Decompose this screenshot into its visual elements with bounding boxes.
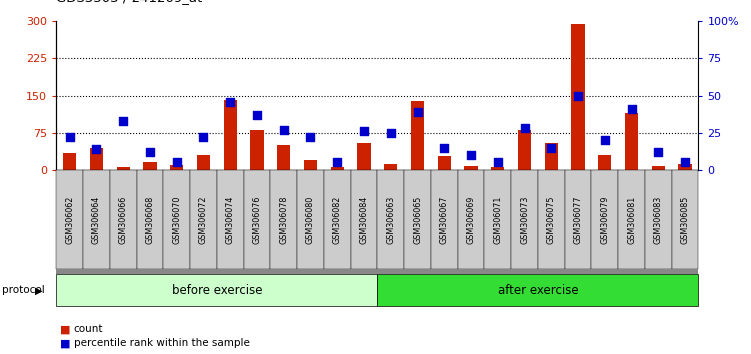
Bar — [625, 113, 638, 170]
Text: GSM306072: GSM306072 — [199, 195, 208, 244]
Bar — [304, 160, 317, 170]
Text: protocol: protocol — [2, 285, 45, 295]
Bar — [116, 167, 130, 170]
Text: GSM306074: GSM306074 — [226, 195, 235, 244]
Text: GSM306084: GSM306084 — [360, 195, 369, 244]
Point — [599, 137, 611, 143]
Point — [385, 130, 397, 136]
Bar — [544, 143, 558, 170]
Point — [439, 145, 451, 150]
Bar — [224, 99, 237, 170]
Point — [412, 109, 424, 115]
Text: after exercise: after exercise — [498, 284, 578, 297]
Point — [251, 112, 263, 118]
Text: GSM306063: GSM306063 — [386, 195, 395, 244]
Text: GSM306070: GSM306070 — [172, 195, 181, 244]
Text: GSM306081: GSM306081 — [627, 195, 636, 244]
Point — [304, 135, 316, 140]
Bar — [598, 155, 611, 170]
Text: GSM306079: GSM306079 — [600, 195, 609, 244]
Bar — [143, 162, 157, 170]
Point — [653, 149, 665, 155]
Text: GSM306083: GSM306083 — [654, 195, 663, 244]
Point — [679, 160, 691, 165]
Bar — [250, 130, 264, 170]
Bar — [652, 166, 665, 170]
Text: percentile rank within the sample: percentile rank within the sample — [74, 338, 249, 348]
Bar — [277, 145, 291, 170]
Point — [198, 135, 210, 140]
Bar — [411, 101, 424, 170]
Point — [144, 149, 156, 155]
Text: GSM306067: GSM306067 — [440, 195, 449, 244]
Text: GSM306080: GSM306080 — [306, 195, 315, 244]
Text: ■: ■ — [60, 338, 71, 348]
Text: GSM306075: GSM306075 — [547, 195, 556, 244]
Point — [225, 99, 237, 104]
Text: ▶: ▶ — [35, 285, 43, 295]
Bar — [438, 156, 451, 170]
Point — [518, 125, 530, 131]
Bar — [170, 165, 183, 170]
Bar — [678, 164, 692, 170]
Text: GSM306064: GSM306064 — [92, 195, 101, 244]
Text: GSM306073: GSM306073 — [520, 195, 529, 244]
Text: count: count — [74, 324, 103, 334]
Text: GDS3503 / 241209_at: GDS3503 / 241209_at — [56, 0, 203, 4]
Point — [358, 129, 370, 134]
Bar — [197, 155, 210, 170]
Text: GSM306066: GSM306066 — [119, 195, 128, 244]
Point — [545, 145, 557, 150]
Bar — [491, 167, 505, 170]
Point — [331, 160, 343, 165]
Point — [117, 118, 129, 124]
Text: GSM306085: GSM306085 — [680, 195, 689, 244]
Text: GSM306062: GSM306062 — [65, 195, 74, 244]
Point — [626, 106, 638, 112]
Bar — [63, 153, 77, 170]
Text: ■: ■ — [60, 324, 71, 334]
Bar — [464, 166, 478, 170]
Text: before exercise: before exercise — [171, 284, 262, 297]
Text: GSM306078: GSM306078 — [279, 195, 288, 244]
Point — [170, 160, 182, 165]
Bar — [572, 24, 585, 170]
Point — [90, 146, 102, 152]
Text: GSM306076: GSM306076 — [252, 195, 261, 244]
Point — [492, 160, 504, 165]
Point — [64, 135, 76, 140]
Text: GSM306082: GSM306082 — [333, 195, 342, 244]
Text: GSM306069: GSM306069 — [466, 195, 475, 244]
Text: GSM306071: GSM306071 — [493, 195, 502, 244]
Text: GSM306065: GSM306065 — [413, 195, 422, 244]
Bar — [357, 143, 371, 170]
Text: GSM306068: GSM306068 — [146, 195, 155, 244]
Text: GSM306077: GSM306077 — [574, 195, 583, 244]
Bar — [518, 130, 531, 170]
Bar — [330, 167, 344, 170]
Point — [572, 93, 584, 98]
Bar — [90, 148, 103, 170]
Bar — [384, 164, 397, 170]
Point — [465, 152, 477, 158]
Point — [278, 127, 290, 133]
